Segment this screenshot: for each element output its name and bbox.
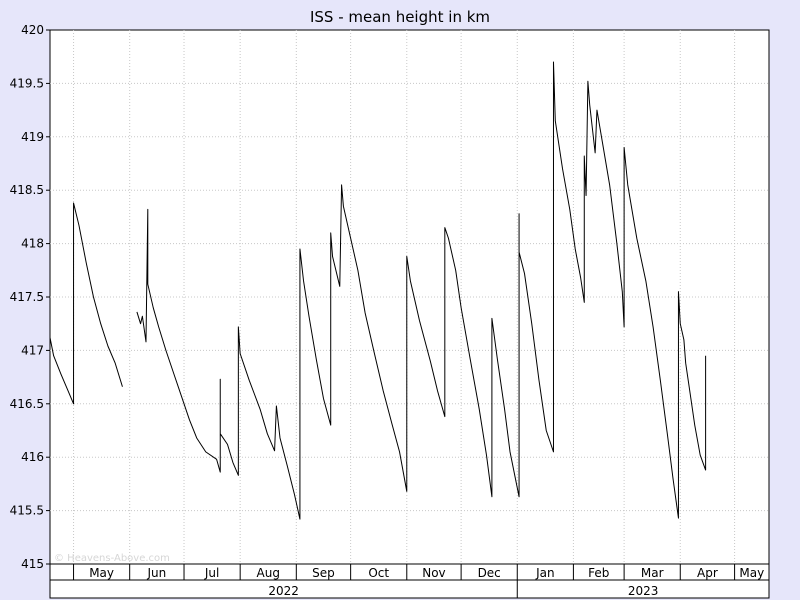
month-label: Jul bbox=[204, 566, 219, 580]
y-tick-label: 419.5 bbox=[10, 76, 44, 90]
y-tick-label: 415 bbox=[21, 557, 44, 571]
month-label: May bbox=[89, 566, 114, 580]
y-tick-label: 420 bbox=[21, 23, 44, 37]
month-label: Mar bbox=[641, 566, 664, 580]
y-tick-label: 417 bbox=[21, 343, 44, 357]
month-label: Nov bbox=[422, 566, 445, 580]
month-label: Oct bbox=[368, 566, 389, 580]
y-tick-label: 416.5 bbox=[10, 397, 44, 411]
series-line bbox=[49, 61, 707, 520]
y-tick-label: 418 bbox=[21, 237, 44, 251]
month-label: Sep bbox=[312, 566, 335, 580]
year-label: 2022 bbox=[268, 584, 299, 598]
month-label: Aug bbox=[257, 566, 280, 580]
month-label: Jun bbox=[146, 566, 166, 580]
series-group bbox=[49, 61, 707, 520]
month-label: May bbox=[739, 566, 764, 580]
month-label: Dec bbox=[478, 566, 501, 580]
y-tick-label: 418.5 bbox=[10, 183, 44, 197]
y-tick-label: 415.5 bbox=[10, 504, 44, 518]
month-label: Apr bbox=[697, 566, 718, 580]
year-band bbox=[49, 579, 770, 599]
y-tick-label: 416 bbox=[21, 450, 44, 464]
watermark: © Heavens-Above.com bbox=[54, 553, 170, 564]
y-axis: 415 415.5 416 416.5 417 417.5 418 418.5 419 419.5… bbox=[10, 23, 50, 571]
month-label: Jan bbox=[535, 566, 555, 580]
y-tick-label: 419 bbox=[21, 130, 44, 144]
year-label: 2023 bbox=[628, 584, 659, 598]
x-axis: May Jun Jul Aug Sep Oct Nov Dec Jan Feb Mar Apr May 2… bbox=[49, 563, 770, 599]
month-label: Feb bbox=[588, 566, 609, 580]
y-tick-label: 417.5 bbox=[10, 290, 44, 304]
chart-title: ISS - mean height in km bbox=[310, 8, 490, 26]
plot-area bbox=[49, 29, 770, 565]
